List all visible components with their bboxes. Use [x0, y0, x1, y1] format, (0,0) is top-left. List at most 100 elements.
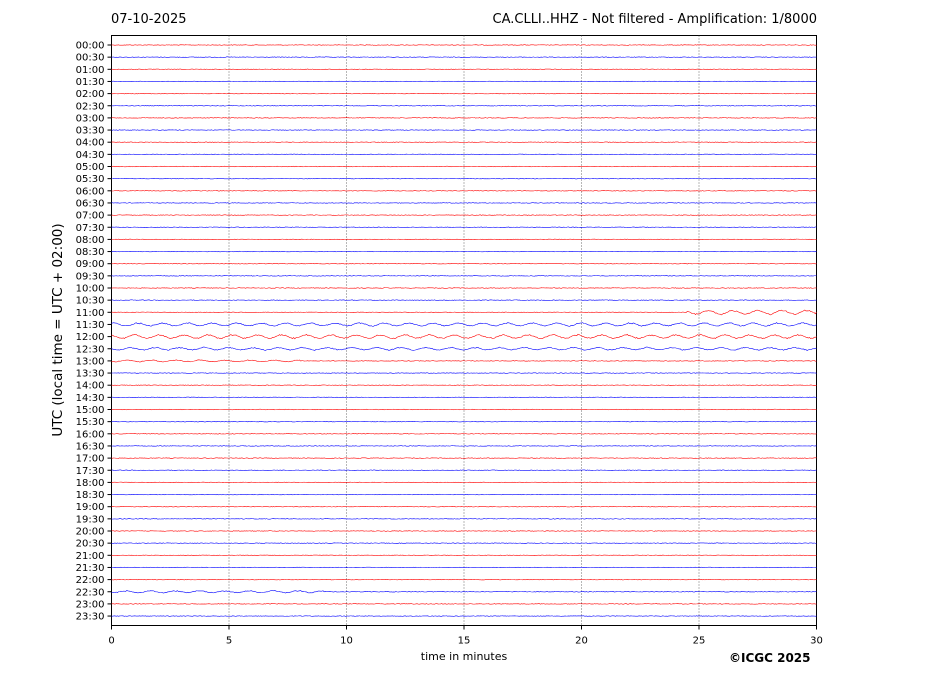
trace-1100	[111, 309, 817, 316]
y-tick-label: 01:30	[76, 77, 105, 88]
x-tick-label: 10	[340, 636, 353, 647]
trace-1830	[111, 493, 817, 496]
y-tick-label: 11:30	[76, 320, 105, 331]
x-ticks: 0 5 10 15 20 25 30	[108, 625, 823, 647]
x-tick-label: 25	[693, 636, 706, 647]
y-tick-label: 14:30	[76, 393, 105, 404]
y-tick-label: 12:00	[76, 332, 105, 343]
y-tick-label: 01:00	[76, 65, 105, 76]
trace-2300	[111, 603, 817, 605]
y-tick-label: 17:30	[76, 466, 105, 477]
y-tick-label: 06:00	[76, 186, 105, 197]
y-tick-label: 09:00	[76, 259, 105, 270]
trace-1230	[111, 346, 817, 351]
trace-0300	[111, 117, 817, 119]
y-tick-label: 07:00	[76, 211, 105, 222]
y-tick-label: 17:00	[76, 454, 105, 465]
y-tick-label: 19:00	[76, 502, 105, 513]
y-tick-label: 22:30	[76, 587, 105, 598]
x-tick-label: 15	[458, 636, 471, 647]
trace-1400	[111, 384, 817, 386]
trace-0700	[111, 214, 817, 216]
y-tick-label: 02:00	[76, 89, 105, 100]
y-tick-label: 04:00	[76, 138, 105, 149]
y-tick-label: 08:00	[76, 235, 105, 246]
trace-1500	[111, 408, 817, 411]
trace-2000	[111, 530, 817, 532]
plot-date: 07-10-2025	[111, 12, 187, 27]
y-tick-label: 06:30	[76, 198, 105, 209]
x-tick-label: 5	[226, 636, 232, 647]
traces	[111, 44, 817, 617]
trace-0230	[111, 105, 817, 107]
trace-1130	[111, 322, 817, 327]
trace-2200	[111, 578, 817, 581]
trace-0200	[111, 92, 817, 95]
y-tick-label: 16:30	[76, 441, 105, 452]
y-tick-label: 00:30	[76, 53, 105, 64]
trace-1600	[111, 433, 817, 435]
y-tick-label: 19:30	[76, 514, 105, 525]
trace-1530	[111, 421, 817, 423]
trace-2230	[111, 590, 817, 594]
trace-1630	[111, 445, 817, 447]
trace-1900	[111, 506, 817, 508]
y-tick-label: 03:00	[76, 113, 105, 124]
trace-0400	[111, 141, 817, 143]
trace-0100	[111, 68, 817, 70]
y-tick-label: 00:00	[76, 41, 105, 52]
trace-0930	[111, 275, 817, 277]
trace-0800	[111, 238, 817, 241]
trace-1430	[111, 396, 817, 398]
y-tick-label: 03:30	[76, 126, 105, 137]
trace-0330	[111, 129, 817, 131]
y-tick-label: 07:30	[76, 223, 105, 234]
trace-1930	[111, 518, 817, 520]
y-tick-label: 21:30	[76, 563, 105, 574]
trace-1700	[111, 457, 817, 459]
trace-1800	[111, 481, 817, 484]
y-tick-label: 05:30	[76, 174, 105, 185]
x-tick-label: 0	[108, 636, 114, 647]
y-tick-label: 14:00	[76, 381, 105, 392]
y-tick-label: 20:30	[76, 539, 105, 550]
trace-1300	[111, 359, 817, 363]
y-tick-label: 02:30	[76, 101, 105, 112]
y-tick-label: 18:30	[76, 490, 105, 501]
y-tick-label: 21:00	[76, 551, 105, 562]
y-tick-label: 22:00	[76, 575, 105, 586]
y-tick-label: 15:30	[76, 417, 105, 428]
trace-0900	[111, 263, 817, 265]
y-tick-label: 15:00	[76, 405, 105, 416]
y-tick-label: 23:30	[76, 612, 105, 623]
y-tick-label: 04:30	[76, 150, 105, 161]
trace-1730	[111, 469, 817, 471]
trace-0000	[111, 44, 817, 46]
y-tick-label: 12:30	[76, 344, 105, 355]
trace-0630	[111, 202, 817, 204]
y-tick-label: 18:00	[76, 478, 105, 489]
y-tick-label: 09:30	[76, 271, 105, 282]
y-tick-label: 10:30	[76, 296, 105, 307]
trace-1200	[111, 333, 817, 340]
trace-0530	[111, 178, 817, 180]
y-tick-label: 13:30	[76, 369, 105, 380]
y-tick-label: 10:00	[76, 284, 105, 295]
y-tick-label: 16:00	[76, 429, 105, 440]
y-tick-label: 08:30	[76, 247, 105, 258]
trace-2130	[111, 566, 817, 569]
x-tick-label: 20	[575, 636, 588, 647]
trace-0830	[111, 250, 817, 253]
y-tick-label: 05:00	[76, 162, 105, 173]
trace-0130	[111, 80, 817, 83]
trace-0030	[111, 56, 817, 58]
trace-0600	[111, 190, 817, 192]
x-axis-label: time in minutes	[420, 650, 508, 663]
trace-0500	[111, 165, 817, 168]
y-tick-label: 20:00	[76, 527, 105, 538]
trace-0430	[111, 153, 817, 155]
copyright-notice: ©ICGC 2025	[729, 651, 811, 665]
y-tick-label: 11:00	[76, 308, 105, 319]
